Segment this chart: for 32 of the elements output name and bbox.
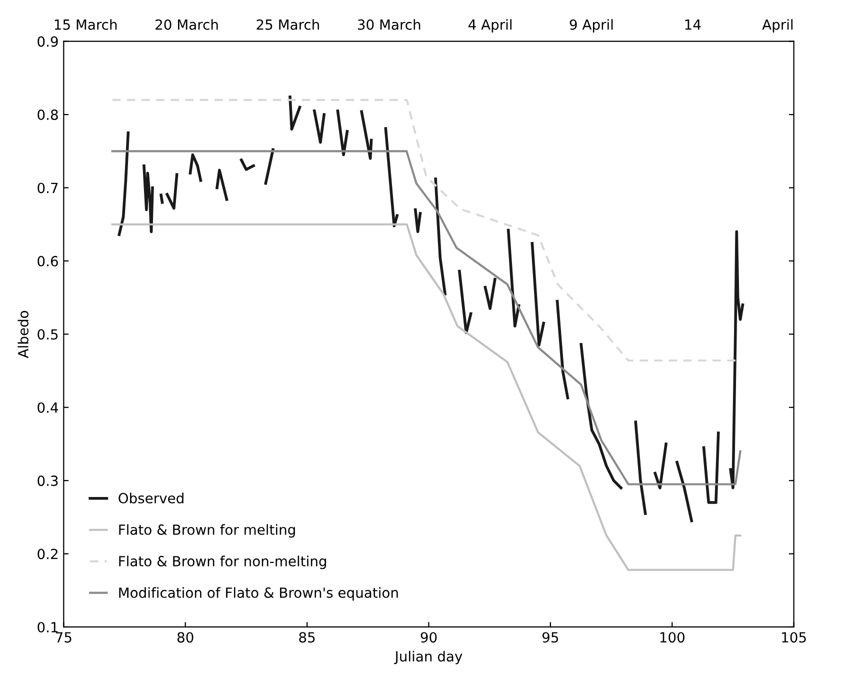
- legend-label: Flato & Brown for melting: [119, 524, 295, 538]
- y-tick-label: 0.9: [38, 36, 58, 47]
- text: April: [762, 19, 793, 33]
- y-tick-label: 0.3: [38, 476, 58, 486]
- y-tick-label: 0.4: [38, 402, 58, 413]
- y-tick-label: 0.2: [38, 548, 58, 560]
- x-tick-label: 105: [782, 632, 806, 643]
- line-series: [111, 223, 742, 571]
- y-axis-title: Albedo: [18, 310, 28, 358]
- x-tick-label: 80: [177, 632, 194, 643]
- legend-label: Observed: [118, 492, 184, 504]
- text: 20 March: [156, 19, 218, 30]
- text: 4 April: [468, 19, 512, 33]
- line-series: [111, 150, 742, 486]
- y-tick-label: 0.6: [38, 256, 58, 266]
- y-tick-label: 0.8: [38, 110, 58, 120]
- x-axis-title: Julian day: [394, 650, 462, 664]
- legend-label: Modification of Flato & Brown's equation: [119, 587, 398, 601]
- x-tick-label: 95: [542, 632, 558, 643]
- y-tick-label: 0.5: [38, 329, 58, 340]
- text: 15 March: [54, 19, 117, 30]
- text: 9 April: [570, 19, 613, 33]
- y-tick-label: 0.1: [38, 622, 58, 632]
- text: 30 March: [358, 19, 420, 30]
- y-tick-label: 0.7: [38, 182, 58, 194]
- text: 25 March: [256, 19, 319, 30]
- x-tick-label: 75: [56, 632, 72, 643]
- x-tick-label: 100: [660, 632, 684, 643]
- text: 14: [685, 20, 701, 30]
- legend-label: Flato & Brown for non-melting: [119, 556, 326, 570]
- x-tick-label: 90: [420, 632, 437, 643]
- x-tick-label: 85: [299, 632, 315, 643]
